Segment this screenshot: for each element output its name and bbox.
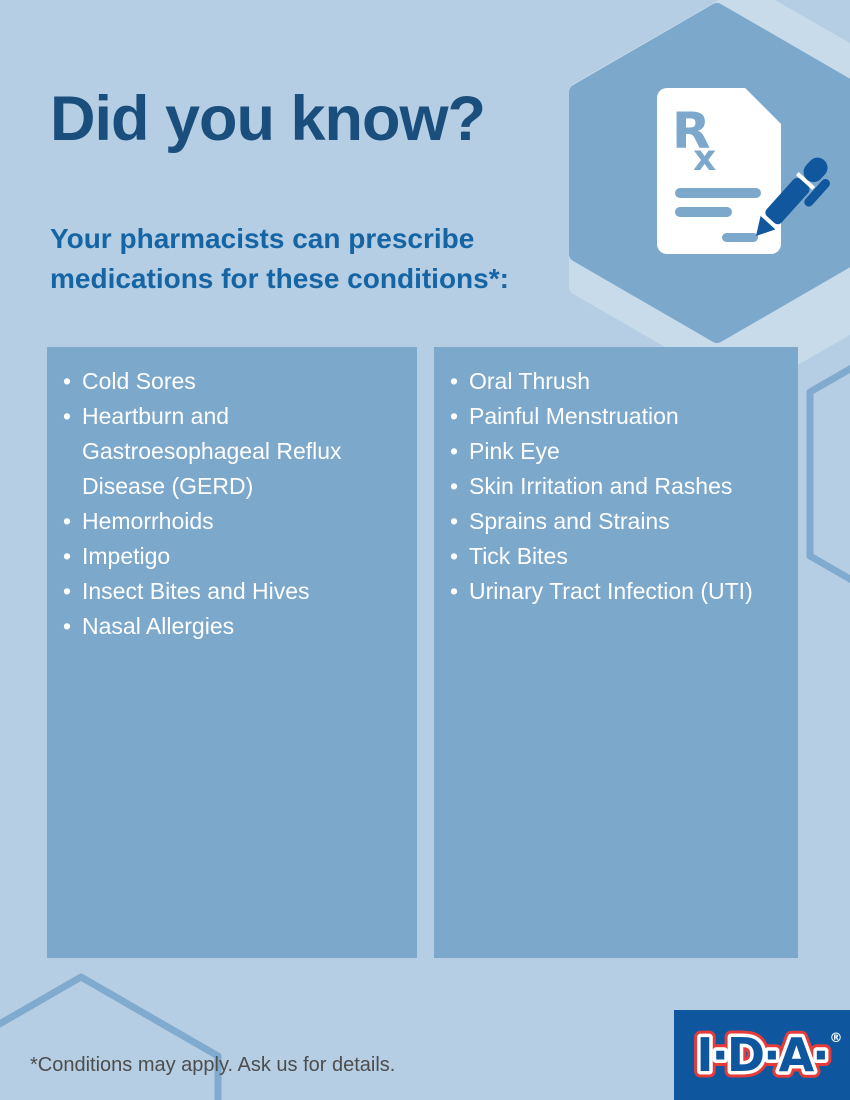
ida-logo-outline-red: I·D·A·	[696, 1028, 827, 1082]
list-item: Insect Bites and Hives	[47, 574, 407, 609]
hexagon-outline-right	[806, 364, 850, 584]
hexagon-outline-bottom-left	[0, 973, 222, 1100]
conditions-list-right: Oral ThrushPainful MenstruationPink EyeS…	[434, 364, 798, 609]
page-title: Did you know?	[50, 84, 486, 154]
rx-symbol: R	[672, 102, 711, 160]
ida-logo-background	[674, 1010, 850, 1100]
conditions-panel-right: Oral ThrushPainful MenstruationPink EyeS…	[434, 347, 798, 958]
ida-logo-outline-white: I·D·A·	[696, 1028, 827, 1082]
list-item: Skin Irritation and Rashes	[434, 469, 788, 504]
list-item: Pink Eye	[434, 434, 788, 469]
subtitle-line-1: Your pharmacists can prescribe	[50, 223, 475, 254]
disclaimer: *Conditions may apply. Ask us for detail…	[30, 1054, 396, 1076]
page-fold-icon	[745, 88, 781, 124]
registered-trademark-icon: ®	[830, 1031, 843, 1046]
list-item: Tick Bites	[434, 539, 788, 574]
list-item: Oral Thrush	[434, 364, 788, 399]
list-item: Cold Sores	[47, 364, 407, 399]
list-item: Impetigo	[47, 539, 407, 574]
header: Did you know?	[50, 88, 610, 151]
rx-symbol-x: x	[693, 138, 716, 179]
list-item: Hemorrhoids	[47, 504, 407, 539]
list-item: Painful Menstruation	[434, 399, 788, 434]
list-item: Nasal Allergies	[47, 609, 407, 644]
prescription-document-icon: R x	[657, 88, 781, 254]
conditions-panel-left: Cold SoresHeartburn and Gastroesophageal…	[47, 347, 417, 958]
ida-logo: I·D·A· I·D·A· I·D·A· ®	[674, 1010, 850, 1100]
subtitle: Your pharmacists can prescribe medicatio…	[50, 219, 610, 299]
list-item: Heartburn and Gastroesophageal Reflux Di…	[47, 399, 407, 504]
list-item: Urinary Tract Infection (UTI)	[434, 574, 788, 609]
pen-icon	[756, 157, 830, 236]
list-item: Sprains and Strains	[434, 504, 788, 539]
conditions-list-left: Cold SoresHeartburn and Gastroesophageal…	[47, 364, 417, 644]
subtitle-line-2: medications for these conditions*:	[50, 263, 509, 294]
ida-logo-text: I·D·A·	[696, 1028, 827, 1082]
